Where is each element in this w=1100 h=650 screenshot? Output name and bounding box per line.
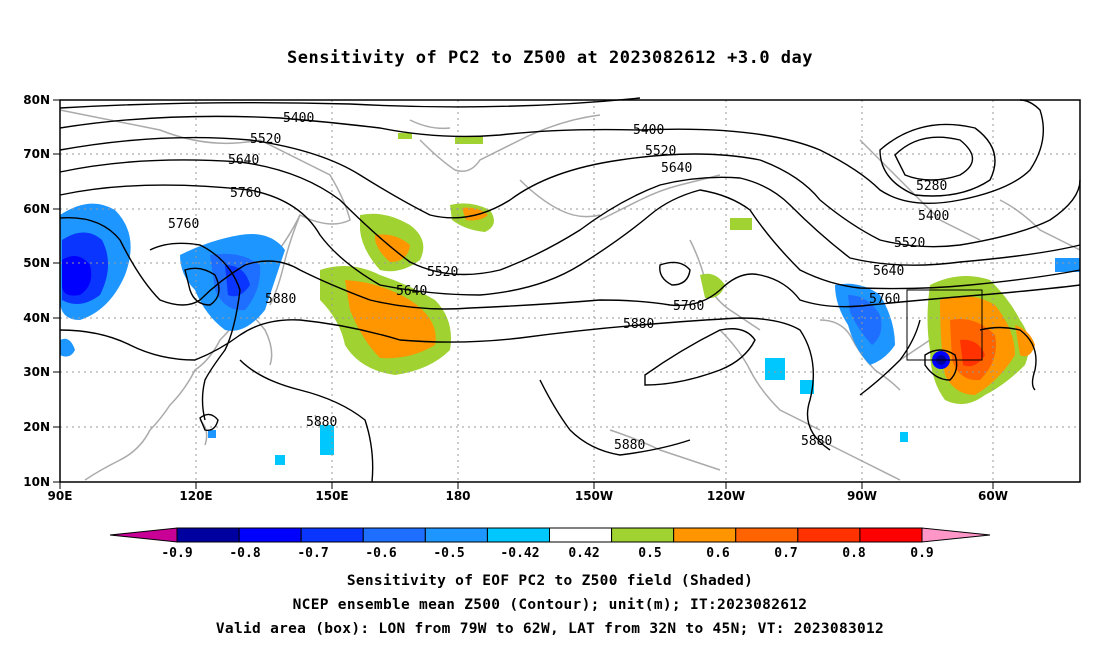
colorbar-swatch <box>424 527 488 543</box>
contour-label: 5400 <box>283 111 314 126</box>
lat-axis <box>53 99 60 483</box>
colorbar-label: -0.9 <box>161 546 192 561</box>
caption-line-1: Sensitivity of EOF PC2 to Z500 field (Sh… <box>346 573 754 589</box>
z500-contours <box>59 97 1081 483</box>
lon-label: 60W <box>978 489 1008 503</box>
contour-label: 5760 <box>869 292 900 307</box>
colorbar-swatch <box>859 527 923 543</box>
contour-label: 5280 <box>916 179 947 194</box>
contour-label: 5760 <box>168 217 199 232</box>
colorbar-label: 0.7 <box>774 546 797 561</box>
valid-area-box <box>906 289 983 361</box>
lat-label: 60N <box>23 202 50 216</box>
colorbar-swatch <box>176 527 240 543</box>
contour-label: 5400 <box>633 123 664 138</box>
contour-label: 5520 <box>427 265 458 280</box>
colorbar-label: 0.8 <box>842 546 866 561</box>
colorbar-swatch <box>238 527 302 543</box>
lat-label: 80N <box>23 93 50 107</box>
lon-label: 90W <box>847 489 877 503</box>
lat-labels: 80N 70N 60N 50N 40N 30N 20N 10N <box>23 93 50 489</box>
grid <box>60 100 1080 482</box>
lon-label: 150W <box>575 489 613 503</box>
lon-axis <box>59 482 994 489</box>
colorbar-label: 0.5 <box>638 546 661 561</box>
colorbar-low-extension <box>109 527 178 543</box>
colorbar-label: -0.5 <box>433 546 464 561</box>
contour-label: 5640 <box>396 284 427 299</box>
colorbar-labels: -0.9 -0.8 -0.7 -0.6 -0.5 -0.42 0.42 0.5 … <box>161 546 933 561</box>
colorbar-high-extension <box>921 527 991 543</box>
caption-line-3: Valid area (box): LON from 79W to 62W, L… <box>215 621 885 637</box>
colorbar-label: -0.6 <box>365 546 396 561</box>
colorbar-label: 0.6 <box>706 546 730 561</box>
contour-label: 5880 <box>623 317 654 332</box>
colorbar-label: 0.42 <box>568 546 599 561</box>
colorbar-swatch <box>549 527 613 543</box>
colorbar-swatch <box>797 527 861 543</box>
lon-labels: 90E 120E 150E 180 150W 120W 90W 60W <box>48 489 1008 503</box>
contour-label: 5880 <box>306 415 337 430</box>
lon-label: 120E <box>179 489 212 503</box>
lon-label: 120W <box>707 489 745 503</box>
lon-label: 90E <box>48 489 73 503</box>
contour-label: 5640 <box>661 161 692 176</box>
colorbar-label: 0.9 <box>910 546 933 561</box>
contour-label: 5880 <box>614 438 645 453</box>
lat-label: 10N <box>23 475 50 489</box>
lat-label: 40N <box>23 311 50 325</box>
contour-label: 5760 <box>230 186 261 201</box>
colorbar-swatch <box>611 527 675 543</box>
colorbar-label: -0.8 <box>229 546 260 561</box>
contour-label: 5520 <box>250 132 281 147</box>
contour-label: 5520 <box>645 144 676 159</box>
caption-line-2: NCEP ensemble mean Z500 (Contour); unit(… <box>292 597 808 613</box>
colorbar-swatch <box>673 527 737 543</box>
lat-label: 30N <box>23 365 50 379</box>
map-frame <box>59 99 1081 483</box>
lat-label: 20N <box>23 420 50 434</box>
colorbar-label: -0.42 <box>500 546 539 561</box>
contour-label: 5760 <box>673 299 704 314</box>
colorbar-swatch <box>300 527 364 543</box>
lon-label: 180 <box>445 489 470 503</box>
sensitivity-shading <box>60 133 1080 465</box>
colorbar <box>109 527 991 543</box>
contour-label: 5640 <box>873 264 904 279</box>
lat-label: 70N <box>23 147 50 161</box>
lon-label: 150E <box>315 489 348 503</box>
contour-label: 5880 <box>801 434 832 449</box>
colorbar-swatch <box>362 527 426 543</box>
contour-label: 5640 <box>228 153 259 168</box>
contour-label: 5880 <box>265 292 296 307</box>
map-title: Sensitivity of PC2 to Z500 at 2023082612… <box>286 48 813 68</box>
colorbar-label: -0.7 <box>297 546 328 561</box>
contour-labels: 5400 5520 5640 5760 5760 5880 5520 5640 … <box>168 111 949 453</box>
contour-label: 5400 <box>918 209 949 224</box>
lat-label: 50N <box>23 256 50 270</box>
colorbar-swatch <box>735 527 799 543</box>
colorbar-swatch <box>486 527 550 543</box>
contour-label: 5520 <box>894 236 925 251</box>
